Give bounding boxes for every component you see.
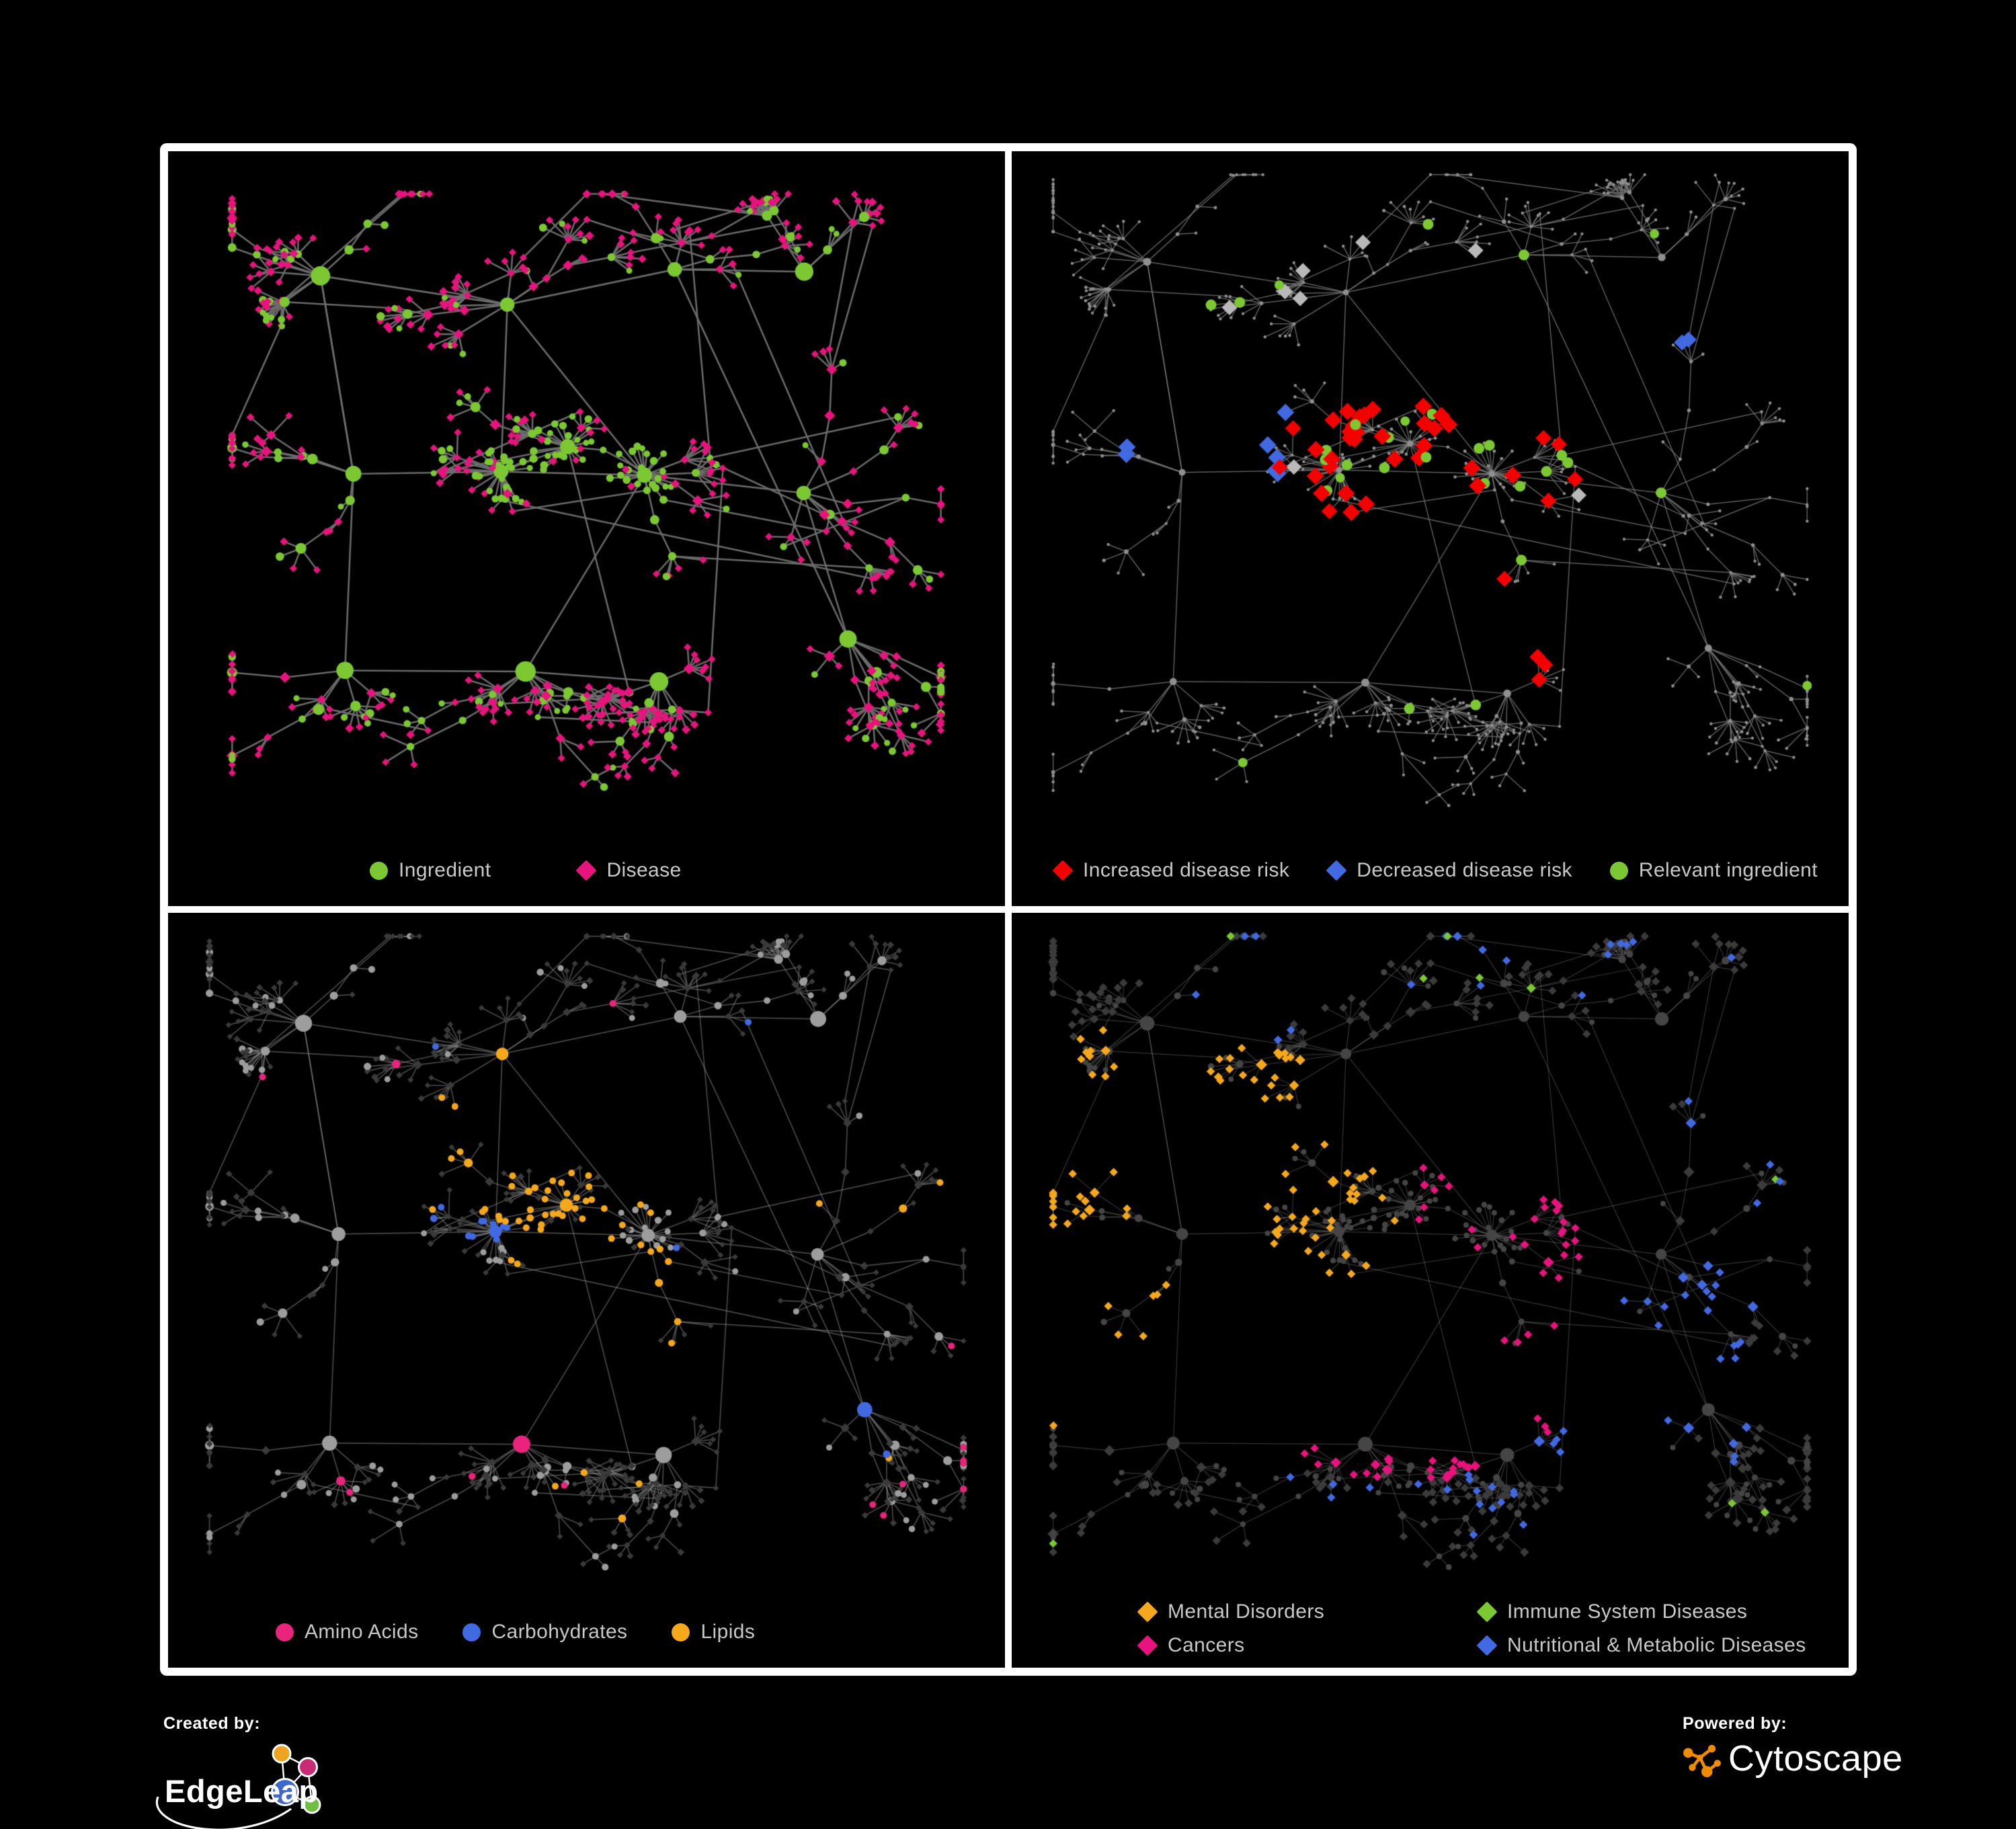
diamond-swatch-icon	[1137, 1635, 1158, 1656]
diamond-swatch-icon	[1326, 860, 1347, 881]
circle-swatch-icon	[276, 1623, 294, 1641]
diamond-swatch-icon	[1476, 1635, 1498, 1656]
edgeleap-blue-node-icon	[271, 1778, 299, 1806]
diamond-swatch-icon	[1052, 860, 1074, 881]
legend-disease-categories: Mental Disorders Immune System Diseases Ca…	[1012, 1600, 1849, 1657]
legend-item-nutritional-metabolic-diseases: Nutritional & Metabolic Diseases	[1476, 1634, 1849, 1657]
legend-item-amino-acids: Amino Acids	[276, 1621, 418, 1643]
legend-item-relevant-ingredient: Relevant ingredient	[1609, 859, 1818, 882]
figure-frame: Ingredient Disease Increased disease risk…	[160, 143, 1857, 1676]
legend-ingredient-disease: Ingredient Disease	[168, 859, 1005, 882]
legend-compound-classes: Amino Acids Carbohydrates Lipids	[168, 1621, 1005, 1643]
edgeleap-orange-node-icon	[272, 1744, 292, 1764]
created-by-label: Created by:	[163, 1714, 261, 1733]
legend-item-carbohydrates: Carbohydrates	[462, 1621, 627, 1643]
legend-label: Nutritional & Metabolic Diseases	[1507, 1634, 1806, 1656]
legend-item-lipids: Lipids	[672, 1621, 755, 1643]
legend-label: Carbohydrates	[491, 1621, 628, 1643]
edgeleap-green-node-icon	[303, 1795, 321, 1814]
panel-disease-risk: Increased disease risk Decreased disease …	[1012, 151, 1849, 906]
cytoscape-credit: Powered by: Cytoscape	[1683, 1714, 1903, 1779]
legend-item-ingredient: Ingredient	[370, 859, 491, 882]
cytoscape-network-icon	[1683, 1744, 1721, 1777]
legend-label: Decreased disease risk	[1357, 859, 1572, 881]
network-graph-compound-classes	[168, 913, 1005, 1668]
legend-item-disease: Disease	[575, 859, 682, 882]
legend-disease-risk: Increased disease risk Decreased disease …	[1012, 859, 1849, 882]
network-graph-disease-risk	[1012, 151, 1849, 906]
edgeleap-network-icon	[271, 1744, 321, 1814]
circle-swatch-icon	[462, 1623, 481, 1641]
circle-swatch-icon	[672, 1623, 690, 1641]
legend-label: Ingredient	[399, 859, 491, 881]
edgeleap-credit: Created by: EdgeLeap	[155, 1714, 358, 1829]
legend-label: Cancers	[1168, 1634, 1245, 1656]
panel-ingredient-disease: Ingredient Disease	[168, 151, 1005, 906]
cytoscape-wordmark: Cytoscape	[1728, 1738, 1903, 1779]
legend-item-mental-disorders: Mental Disorders	[1137, 1600, 1478, 1623]
diamond-swatch-icon	[1476, 1601, 1498, 1623]
legend-label: Immune System Diseases	[1507, 1600, 1748, 1623]
legend-item-immune-system-diseases: Immune System Diseases	[1476, 1600, 1849, 1623]
edgeleap-wordmark: EdgeLeap	[165, 1773, 319, 1809]
legend-item-increased-disease-risk: Increased disease risk	[1052, 859, 1290, 882]
edgeleap-logo: EdgeLeap	[155, 1744, 321, 1829]
legend-label: Relevant ingredient	[1638, 859, 1818, 881]
legend-label: Increased disease risk	[1083, 859, 1290, 881]
legend-label: Disease	[606, 859, 682, 881]
network-graph-disease-categories	[1012, 913, 1849, 1668]
legend-label: Lipids	[700, 1621, 756, 1643]
powered-by-label: Powered by:	[1683, 1714, 1787, 1733]
panel-compound-classes: Amino Acids Carbohydrates Lipids	[168, 913, 1005, 1668]
network-graph-ingredient-disease	[168, 151, 1005, 906]
circle-swatch-icon	[1609, 861, 1628, 880]
legend-label: Amino Acids	[305, 1621, 419, 1643]
panel-disease-categories: Mental Disorders Immune System Diseases Ca…	[1012, 913, 1849, 1668]
diamond-swatch-icon	[1137, 1601, 1158, 1623]
legend-label: Mental Disorders	[1168, 1600, 1325, 1623]
circle-swatch-icon	[370, 861, 388, 880]
cytoscape-logo: Cytoscape	[1683, 1738, 1903, 1779]
legend-item-cancers: Cancers	[1137, 1634, 1478, 1657]
diamond-swatch-icon	[575, 860, 597, 881]
edgeleap-pink-node-icon	[298, 1757, 318, 1777]
legend-item-decreased-disease-risk: Decreased disease risk	[1326, 859, 1572, 882]
